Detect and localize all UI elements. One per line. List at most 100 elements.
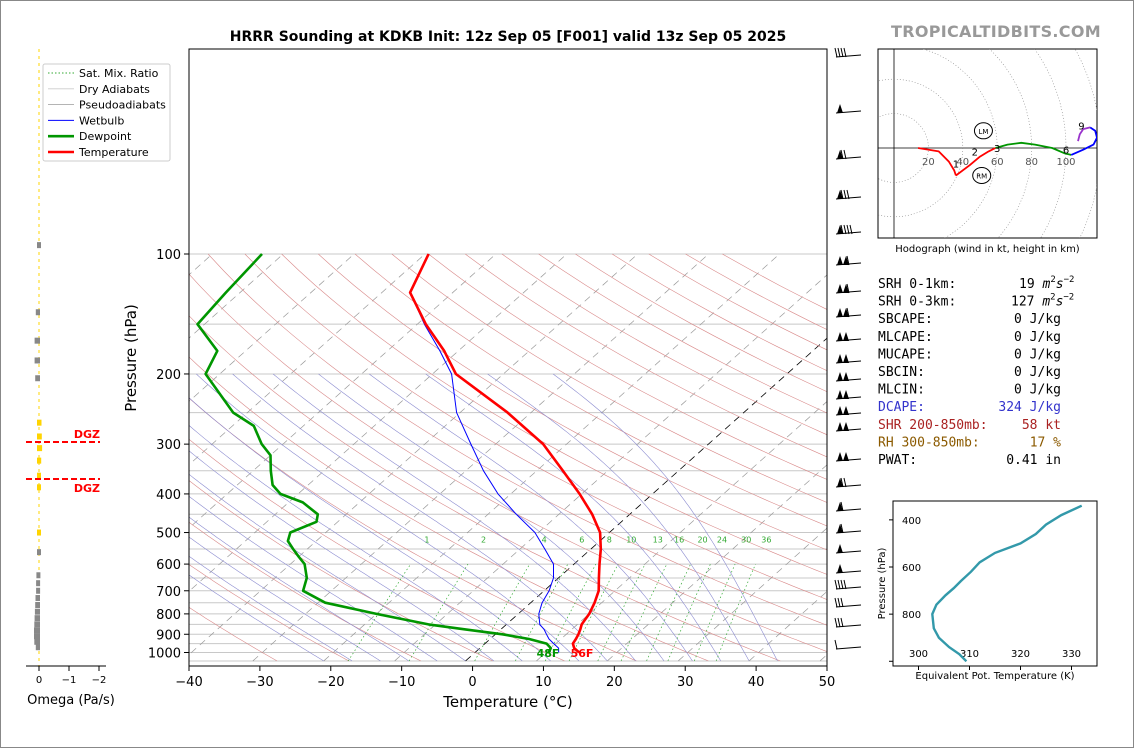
- dry-adiabat: [1, 254, 493, 661]
- mixing-ratio-label: 1: [424, 535, 429, 544]
- index-label: MUCAPE:: [878, 347, 933, 362]
- index-value: 324 J/kg: [998, 400, 1061, 415]
- omega-bar: [37, 484, 41, 490]
- y-tick-label: 700: [156, 585, 181, 600]
- wind-barb: [836, 478, 861, 487]
- isotherm-line: [111, 254, 567, 661]
- omega-bar: [37, 473, 41, 479]
- index-label: MLCAPE:: [878, 330, 933, 345]
- hodo-height-label: 3: [994, 144, 1000, 155]
- moist-adiabat: [164, 374, 551, 661]
- wind-barb: [836, 190, 861, 199]
- dry-adiabat: [25, 254, 565, 661]
- profile-dewpoint: [198, 254, 551, 653]
- omega-bar: [36, 595, 41, 601]
- dry-adiabat: [171, 254, 852, 661]
- omega-bar: [36, 572, 40, 578]
- hodo-ring-label: 80: [1025, 157, 1038, 168]
- wind-barb: [835, 598, 861, 607]
- isotherm-line: [40, 254, 496, 661]
- legend-label: Temperature: [78, 146, 149, 159]
- wind-barb: [835, 618, 861, 627]
- omega-bar: [35, 602, 40, 608]
- isotherm-line: [1, 254, 283, 661]
- x-tick-label: −30: [246, 675, 273, 690]
- wind-barb: [836, 354, 861, 363]
- mixing-ratio-line: [348, 564, 410, 661]
- theta-e-y-tick-label: 800: [902, 610, 921, 621]
- dgz-top-label: DGZ: [74, 428, 100, 441]
- wind-barb: [836, 502, 861, 511]
- x-tick-label: 10: [535, 675, 552, 690]
- moist-adiabat: [426, 374, 721, 661]
- dry-adiabat: [135, 254, 781, 661]
- mixing-ratio-label: 6: [579, 535, 584, 544]
- omega-bar: [35, 609, 40, 615]
- wind-barb: [836, 256, 861, 265]
- theta-e-y-label: Pressure (hPa): [877, 548, 888, 620]
- mixing-ratio-line: [716, 564, 755, 661]
- omega-bar: [37, 458, 41, 464]
- omega-bar: [36, 644, 40, 650]
- index-label: SBCIN:: [878, 365, 925, 380]
- omega-tick-label: 0: [36, 675, 42, 686]
- profile-wetbulb: [410, 254, 559, 653]
- moist-adiabat: [273, 374, 636, 661]
- moist-adiabat: [81, 374, 465, 661]
- wind-barb: [836, 225, 861, 234]
- moist-adiabat: [15, 374, 381, 661]
- y-tick-label: 300: [156, 438, 181, 453]
- hodograph-caption: Hodograph (wind in kt, height in km): [895, 244, 1080, 255]
- theta-e-x-tick-label: 320: [1011, 649, 1030, 660]
- wind-barb: [835, 48, 861, 57]
- mixing-ratio-label: 20: [697, 535, 707, 544]
- mixing-ratio-label: 10: [626, 535, 636, 544]
- omega-bar: [35, 338, 40, 344]
- omega-tick-label: −1: [62, 675, 77, 686]
- wind-barbs: [835, 48, 861, 649]
- omega-bar: [34, 627, 40, 633]
- omega-tick-label: −2: [92, 675, 107, 686]
- omega-bar: [34, 633, 40, 639]
- wind-barb: [836, 544, 861, 553]
- index-value: 0 J/kg: [1014, 347, 1061, 362]
- index-label: DCAPE:: [878, 400, 925, 415]
- x-tick-label: 0: [468, 675, 476, 690]
- moist-adiabat: [58, 374, 437, 661]
- isotherm-line: [1, 254, 354, 661]
- wind-barb: [836, 524, 861, 533]
- wind-barb: [836, 406, 861, 415]
- x-tick-label: 50: [819, 675, 836, 690]
- theta-e-y-tick-label: 600: [902, 563, 921, 574]
- surface-dewpoint-label: 48F: [537, 647, 560, 660]
- wind-barb: [836, 284, 861, 293]
- index-label: RH 300-850mb:: [878, 435, 980, 450]
- wind-barb: [836, 390, 861, 399]
- theta-e-x-label: Equivalent Pot. Temperature (K): [915, 671, 1074, 682]
- hodo-height-label: 9: [1078, 122, 1084, 133]
- surface-temp-label: 56F: [571, 647, 594, 660]
- mixing-ratio-label: 13: [653, 535, 663, 544]
- x-tick-label: 40: [748, 675, 765, 690]
- moist-adiabat: [233, 374, 608, 661]
- index-label: PWAT:: [878, 453, 917, 468]
- index-value: 58 kt: [1022, 418, 1061, 433]
- dry-adiabat: [1, 254, 349, 661]
- x-tick-label: 20: [606, 675, 623, 690]
- theta-e-x-tick-label: 330: [1062, 649, 1081, 660]
- isotherm-line: [466, 254, 922, 661]
- index-label: SHR 200-850mb:: [878, 418, 988, 433]
- dgz-bottom-label: DGZ: [74, 482, 100, 495]
- legend-label: Sat. Mix. Ratio: [79, 67, 159, 80]
- wind-barb: [835, 580, 861, 589]
- y-axis-label: Pressure (hPa): [122, 304, 140, 412]
- storm-motion-label: RM: [976, 173, 987, 181]
- y-tick-label: 900: [156, 628, 181, 643]
- omega-bar: [36, 588, 40, 594]
- wind-barb: [835, 640, 861, 649]
- isotherm-line: [1, 254, 141, 661]
- y-tick-label: 1000: [148, 647, 181, 662]
